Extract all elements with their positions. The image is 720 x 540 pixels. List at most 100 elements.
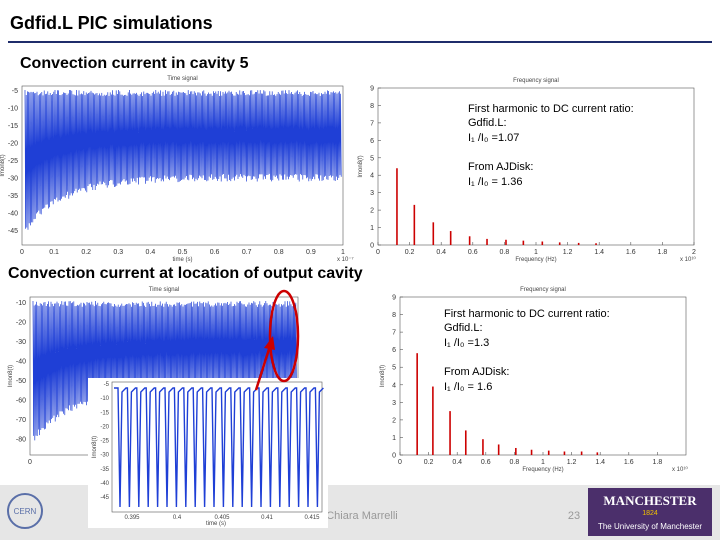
x-tick-label: 1.4 [594,249,604,256]
author: Chiara Marrelli [326,510,398,522]
x-tick-label: 0 [376,249,380,256]
y-tick-label: -70 [16,417,26,424]
y-tick-label: 6 [370,138,374,145]
plot-title: Time signal [149,287,179,293]
y-tick-label: -45 [8,228,18,235]
y-tick-label: -30 [8,176,18,183]
x-tick-label: 0.5 [178,249,188,256]
y-axis-label: Imon8(t) [0,154,6,176]
y-tick-label: 4 [392,382,396,389]
plot-title: Frequency signal [513,78,559,84]
y-tick-label: 4 [370,173,374,180]
annotation: I₁ /I₀ = 1.6 [444,381,492,393]
x-tick-label: 0.2 [424,459,434,466]
x-tick-label: 0 [20,249,24,256]
y-tick-label: -10 [16,300,26,307]
y-tick-label: 5 [370,155,374,162]
x-exponent: x 10¹⁰ [680,256,696,263]
y-tick-label: -30 [16,339,26,346]
x-axis-label: Frequency (Hz) [515,257,556,263]
y-tick-label: -25 [8,158,18,165]
y-tick-label: -5 [12,88,18,95]
annotation: First harmonic to DC current ratio: [468,103,634,115]
logo-sub: The University of Manchester [598,522,702,531]
y-tick-label: -10 [100,396,109,402]
y-tick-label: -20 [100,424,109,430]
x-tick-label: 2 [692,249,696,256]
y-tick-label: -15 [100,410,109,416]
y-tick-label: -40 [8,211,18,218]
y-axis-label: Imon8(t) [92,436,98,458]
plot-title: Time signal [167,76,197,82]
annotation: I₁ /I₀ =1.3 [444,337,489,349]
y-tick-label: 5 [392,365,396,372]
y-tick-label: -40 [16,358,26,365]
x-tick-label: 0.6 [210,249,220,256]
x-tick-label: 0.2 [405,249,415,256]
x-tick-label: 1 [541,459,545,466]
x-tick-label: 0.6 [481,459,491,466]
y-axis-label: Imon8(f) [380,365,386,387]
x-tick-label: 0.7 [242,249,252,256]
y-tick-label: -80 [16,436,26,443]
x-axis-label: time (s) [206,521,226,527]
x-tick-label: 1.2 [563,249,573,256]
section-heading: Convection current at location of output… [8,265,363,282]
annotation: Gdfid.L: [468,117,507,129]
y-tick-label: -50 [16,378,26,385]
x-tick-label: 1.4 [595,459,605,466]
y-axis-label: Imon8(t) [8,365,14,387]
y-tick-label: 9 [392,295,396,302]
x-tick-label: 1.6 [624,459,634,466]
y-tick-label: 8 [370,103,374,110]
y-tick-label: 9 [370,86,374,93]
y-tick-label: -20 [16,319,26,326]
x-tick-label: 0.8 [500,249,510,256]
y-tick-label: 7 [392,330,396,337]
y-tick-label: -20 [8,141,18,148]
x-exponent: x 10¹⁰ [672,466,688,473]
x-axis-label: Frequency (Hz) [522,467,563,473]
section-heading: Convection current in cavity 5 [20,55,249,72]
annotation: From AJDisk: [468,161,533,173]
plot-title: Frequency signal [520,287,566,293]
x-tick-label: 1.8 [658,249,668,256]
y-tick-label: -25 [100,439,109,445]
y-tick-label: 1 [392,435,396,442]
logo-name: MANCHESTER [603,493,697,508]
y-axis-label: Imon8(f) [358,155,364,177]
y-tick-label: 2 [370,208,374,215]
x-tick-label: 1.8 [653,459,663,466]
x-tick-label: 1.2 [567,459,577,466]
x-tick-label: 0.395 [124,515,140,521]
y-tick-label: 0 [392,453,396,460]
y-tick-label: 7 [370,120,374,127]
y-tick-label: -40 [100,481,109,487]
y-tick-label: -60 [16,397,26,404]
y-tick-label: -15 [8,123,18,130]
y-tick-label: -35 [8,193,18,200]
x-tick-label: 0 [28,459,32,466]
y-tick-label: 0 [370,243,374,250]
x-tick-label: 0.4 [436,249,446,256]
x-tick-label: 0.6 [468,249,478,256]
y-tick-label: 1 [370,225,374,232]
x-axis-label: time (s) [173,257,193,263]
annotation: Gdfid.L: [444,322,483,334]
annotation: I₁ /I₀ = 1.36 [468,176,522,188]
x-tick-label: 1 [534,249,538,256]
x-tick-label: 0.8 [274,249,284,256]
x-tick-label: 0.4 [173,515,182,521]
x-tick-label: 0.9 [306,249,316,256]
y-tick-label: -30 [100,453,109,459]
x-tick-label: 0.4 [146,249,156,256]
y-tick-label: 2 [392,417,396,424]
logo-year: 1824 [642,510,658,517]
y-tick-label: -35 [100,467,109,473]
plot-bg [400,297,686,455]
y-tick-label: 6 [392,347,396,354]
x-tick-label: 0.4 [452,459,462,466]
x-tick-label: 1.6 [626,249,636,256]
x-tick-label: 1 [341,249,345,256]
